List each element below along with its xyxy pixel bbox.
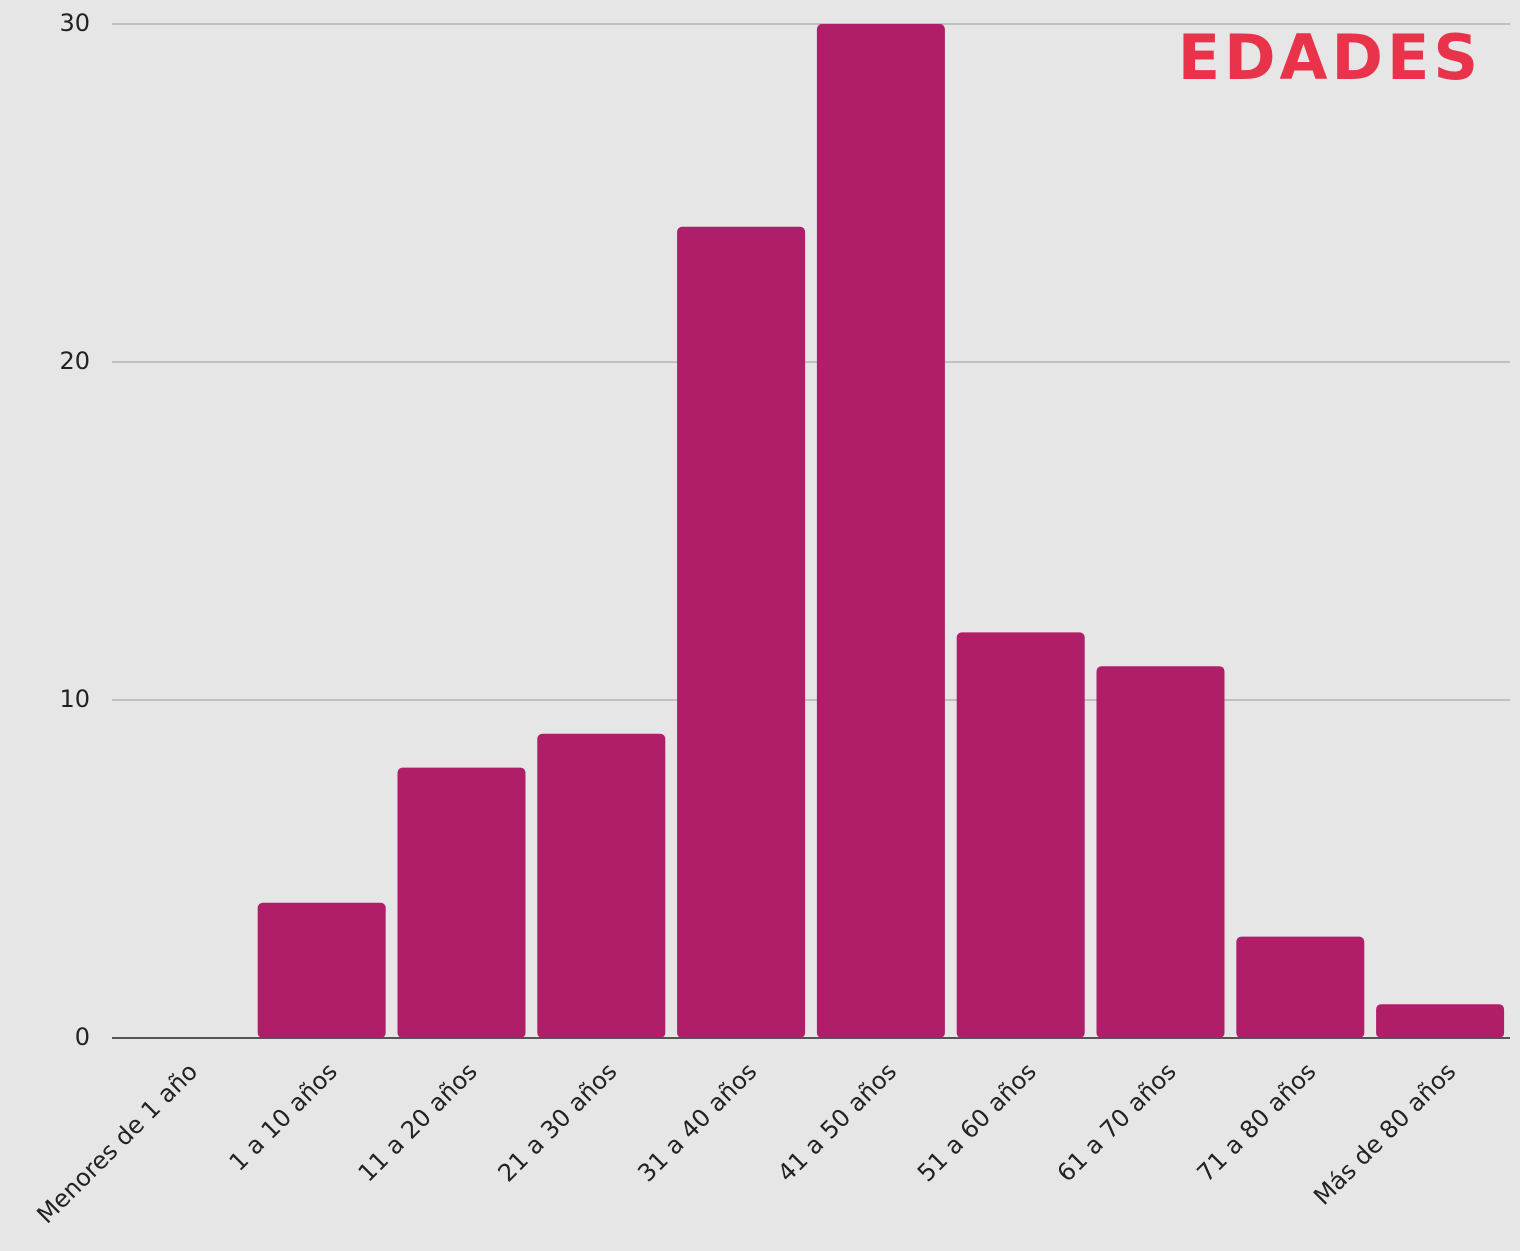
y-tick-label: 0 (75, 1023, 90, 1051)
bar (1096, 666, 1225, 1038)
bar (257, 902, 386, 1038)
bar (677, 226, 806, 1039)
y-tick-label: 30 (59, 9, 90, 37)
bar (397, 767, 526, 1038)
bar (1236, 936, 1365, 1038)
bar (1376, 1004, 1505, 1038)
y-tick-label: 20 (59, 347, 90, 375)
chart-title: EDADES (1178, 21, 1482, 94)
bar (956, 632, 1085, 1038)
bar (816, 24, 945, 1038)
y-tick-label: 10 (59, 685, 90, 713)
bar (537, 733, 666, 1038)
